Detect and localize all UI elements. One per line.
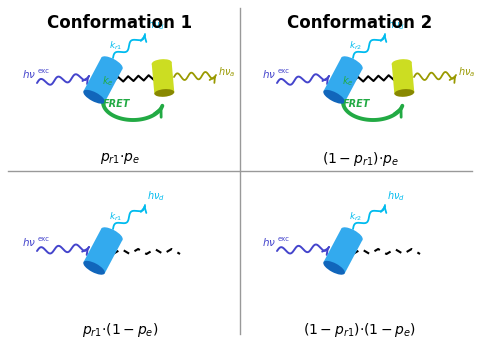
Polygon shape	[84, 57, 122, 102]
Ellipse shape	[152, 59, 172, 67]
Ellipse shape	[101, 227, 123, 241]
Polygon shape	[324, 228, 362, 273]
Text: h$\nu_d$: h$\nu_d$	[147, 189, 165, 203]
Text: k$_{r2}$: k$_{r2}$	[349, 39, 362, 52]
Text: k$_{r2}$: k$_{r2}$	[349, 210, 362, 223]
Text: k$_e$: k$_e$	[342, 74, 354, 88]
Text: exc: exc	[38, 68, 50, 74]
Ellipse shape	[341, 227, 363, 241]
Text: exc: exc	[38, 236, 50, 242]
Ellipse shape	[341, 56, 363, 70]
Text: h$\nu$: h$\nu$	[22, 236, 36, 248]
Text: exc: exc	[278, 68, 290, 74]
Polygon shape	[392, 62, 414, 94]
Text: h$\nu_d$: h$\nu_d$	[387, 189, 405, 203]
Text: h$\nu_a$: h$\nu_a$	[458, 65, 475, 79]
Polygon shape	[324, 57, 362, 102]
Text: h$\nu_d$: h$\nu_d$	[387, 18, 405, 32]
Text: $p_{r1}{\cdot}(1 - p_e)$: $p_{r1}{\cdot}(1 - p_e)$	[82, 321, 158, 339]
Polygon shape	[152, 62, 174, 94]
Text: h$\nu_a$: h$\nu_a$	[218, 65, 235, 79]
Text: k$_e$: k$_e$	[102, 74, 114, 88]
Ellipse shape	[83, 90, 105, 104]
Text: h$\nu_d$: h$\nu_d$	[147, 18, 165, 32]
Text: $p_{r1}{\cdot}p_e$: $p_{r1}{\cdot}p_e$	[100, 152, 140, 167]
Text: Conformation 1: Conformation 1	[48, 14, 192, 32]
Ellipse shape	[83, 261, 105, 275]
Ellipse shape	[155, 89, 174, 97]
Text: h$\nu$: h$\nu$	[262, 236, 276, 248]
Text: $(1 - p_{r1}){\cdot}(1 - p_e)$: $(1 - p_{r1}){\cdot}(1 - p_e)$	[303, 321, 417, 339]
Text: k$_{r1}$: k$_{r1}$	[109, 210, 122, 223]
Ellipse shape	[392, 59, 412, 67]
Text: k$_{r1}$: k$_{r1}$	[109, 39, 122, 52]
Ellipse shape	[101, 56, 123, 70]
Text: $(1 - p_{r1}){\cdot}p_e$: $(1 - p_{r1}){\cdot}p_e$	[322, 150, 398, 168]
Ellipse shape	[323, 261, 345, 275]
Text: exc: exc	[278, 236, 290, 242]
Text: FRET: FRET	[103, 99, 131, 109]
Text: Conformation 2: Conformation 2	[288, 14, 432, 32]
Ellipse shape	[395, 89, 414, 97]
Text: h$\nu$: h$\nu$	[262, 68, 276, 80]
Ellipse shape	[323, 90, 345, 104]
Text: FRET: FRET	[343, 99, 371, 109]
Text: h$\nu$: h$\nu$	[22, 68, 36, 80]
Polygon shape	[84, 228, 122, 273]
